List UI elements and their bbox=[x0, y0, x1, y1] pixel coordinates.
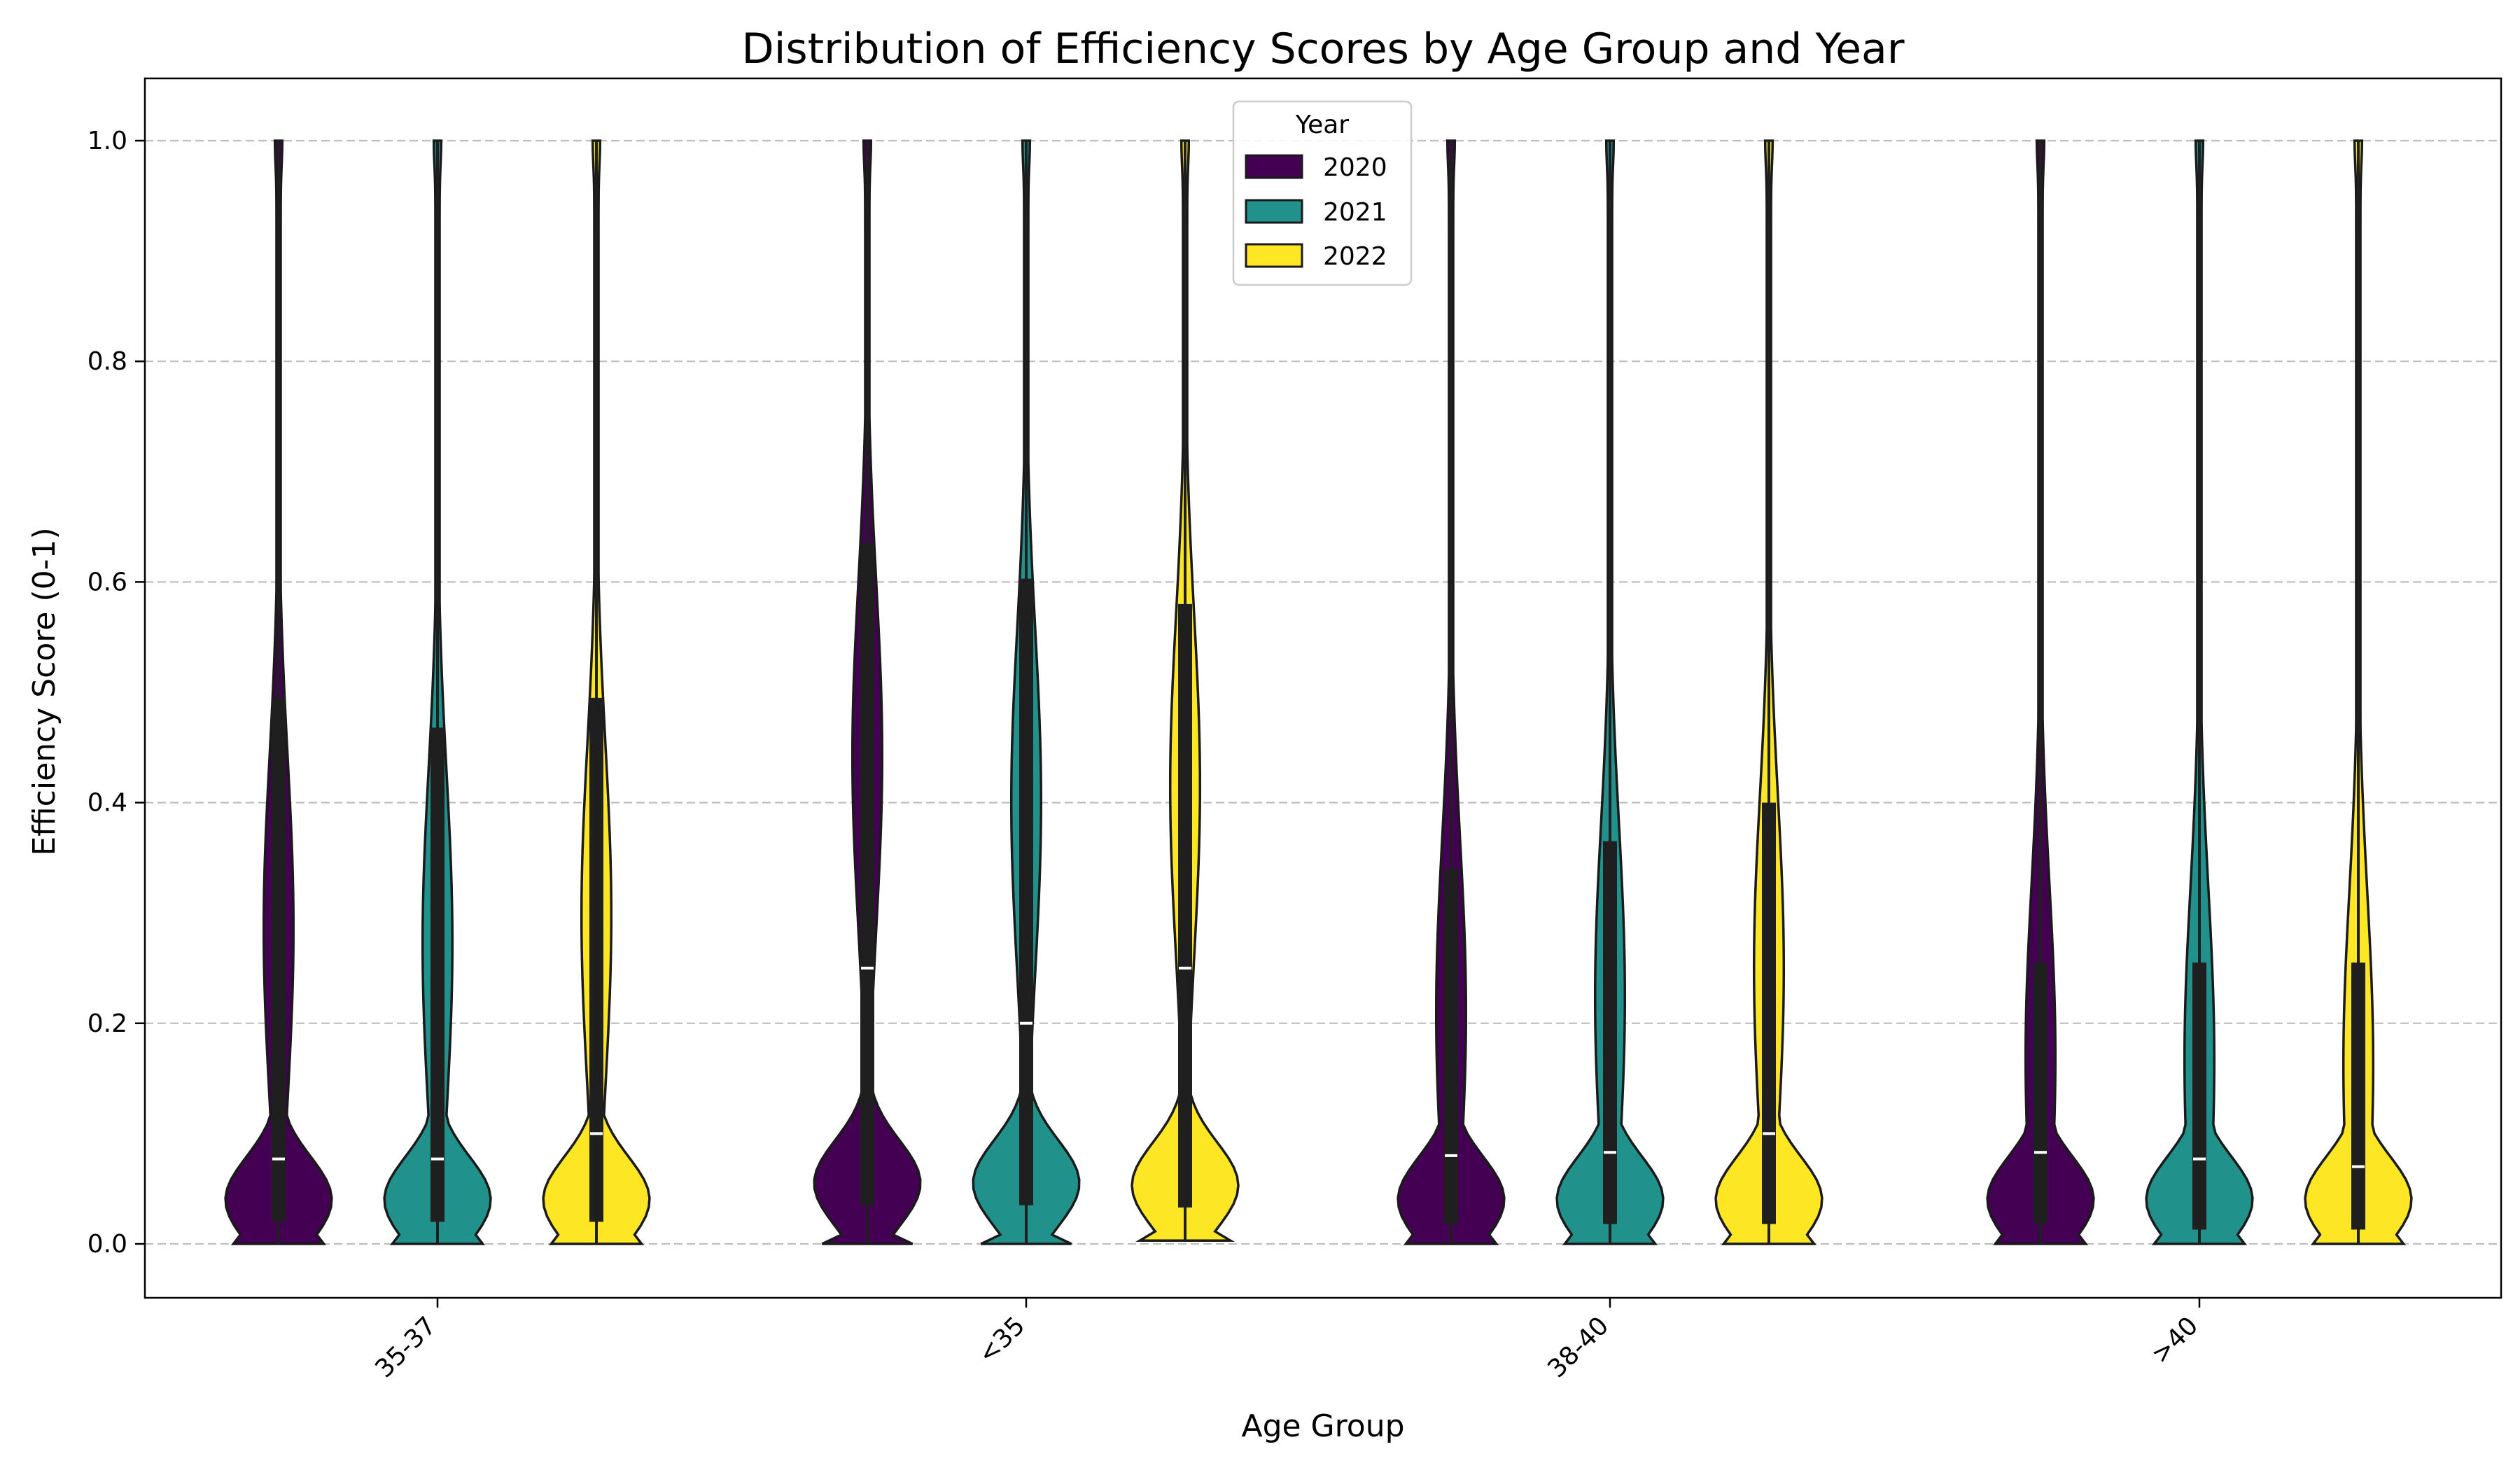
iqr-box-2022-35-37 bbox=[589, 697, 603, 1222]
legend-title: Year bbox=[1295, 111, 1349, 139]
y-tick-label-3: 0.6 bbox=[88, 568, 127, 596]
iqr-box-2021-35-37 bbox=[430, 727, 444, 1222]
y-tick-label-2: 0.4 bbox=[88, 789, 127, 818]
legend-frame bbox=[1232, 100, 1413, 286]
legend-label-2022: 2022 bbox=[1323, 242, 1387, 271]
y-tick-label-4: 0.8 bbox=[88, 347, 127, 376]
y-axis: 0.0 0.2 0.4 0.6 0.8 1.0 bbox=[88, 127, 145, 1259]
y-tick-label-5: 1.0 bbox=[88, 127, 127, 155]
iqr-box-2021->40 bbox=[2192, 962, 2206, 1230]
chart-title: Distribution of Efficiency Scores by Age… bbox=[742, 24, 1905, 74]
legend-label-2020: 2020 bbox=[1323, 153, 1387, 182]
legend-label-2021: 2021 bbox=[1323, 198, 1387, 227]
legend-swatch-2020 bbox=[1245, 154, 1303, 179]
iqr-box-2020->40 bbox=[2033, 962, 2047, 1224]
iqr-box-2022-<35 bbox=[1178, 603, 1192, 1208]
y-axis-label: Efficiency Score (0-1) bbox=[27, 527, 62, 855]
iqr-box-2021-38-40 bbox=[1603, 841, 1617, 1224]
plot-frame bbox=[144, 77, 2502, 1299]
iqr-box-2021-<35 bbox=[1019, 578, 1033, 1205]
grid-lines bbox=[145, 139, 2501, 1245]
legend: Year 2020 2021 2022 bbox=[1232, 100, 1413, 286]
iqr-box-2022-38-40 bbox=[1762, 802, 1776, 1224]
iqr-box-2020-38-40 bbox=[1444, 869, 1458, 1224]
legend-swatch-2021 bbox=[1245, 199, 1303, 224]
x-axis-label: Age Group bbox=[1241, 1408, 1404, 1444]
iqr-box-2020-35-37 bbox=[272, 697, 286, 1222]
legend-swatch-2022 bbox=[1245, 243, 1303, 268]
violins-layer bbox=[224, 139, 2413, 1245]
y-tick-label-0: 0.0 bbox=[88, 1230, 127, 1259]
y-tick-label-1: 0.2 bbox=[88, 1009, 127, 1038]
iqr-box-2022->40 bbox=[2351, 962, 2365, 1230]
iqr-box-2020-<35 bbox=[860, 543, 874, 1205]
